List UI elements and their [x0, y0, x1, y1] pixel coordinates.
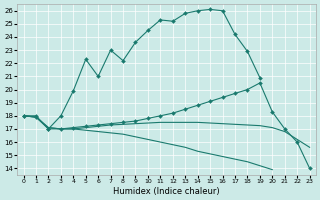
X-axis label: Humidex (Indice chaleur): Humidex (Indice chaleur) — [113, 187, 220, 196]
